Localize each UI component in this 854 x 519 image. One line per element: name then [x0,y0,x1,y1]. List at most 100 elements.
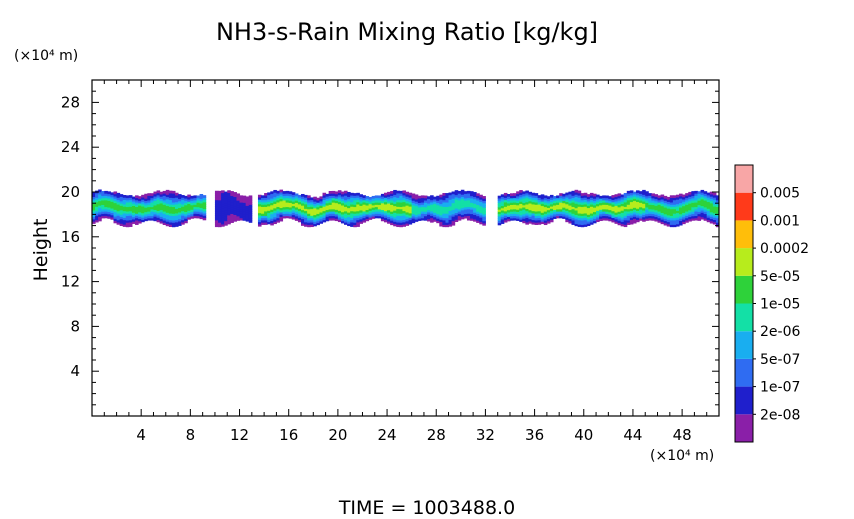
field-cell [608,216,612,220]
field-cell [549,206,554,209]
field-cell [639,215,643,219]
field-cell [691,215,695,219]
field-cell [442,219,446,223]
field-cell [408,212,413,216]
field-cell [359,216,363,220]
field-cell [153,200,158,204]
field-cell [174,208,179,212]
field-cell [264,204,268,207]
field-cell [224,216,228,219]
field-cell [602,217,606,221]
field-cell [291,194,296,198]
field-cell [227,214,231,218]
field-cell [356,221,360,225]
field-cell [178,196,182,200]
field-cell [310,201,314,205]
field-cell [445,206,450,210]
field-cell [457,208,462,212]
field-cell [571,190,576,194]
field-cell [340,200,345,204]
field-cell [368,214,373,218]
field-cell [589,199,594,203]
field-cell [261,199,265,203]
field-cell [165,203,170,207]
field-cell [128,206,133,210]
field-cell [165,212,170,216]
legend-color-swatch [735,192,753,221]
field-cell [513,215,517,219]
field-cell [568,214,572,217]
field-cell [325,216,330,220]
field-cell [165,196,170,200]
field-cell [433,205,437,209]
field-cell [248,217,253,221]
field-cell [273,214,277,218]
field-cell [135,206,139,210]
field-cell [344,201,348,205]
field-cell [307,202,311,205]
field-cell [685,206,689,210]
field-cell [141,199,145,203]
field-cell [602,195,606,199]
field-cell [371,200,376,204]
field-cell [162,195,167,199]
field-cell [602,197,606,201]
field-cell [709,211,714,215]
field-cell [350,206,354,209]
field-cell [632,209,637,213]
field-cell [559,206,563,210]
field-cell [233,214,237,218]
field-cell [583,212,588,216]
field-cell [230,213,234,217]
field-cell [592,204,597,208]
field-cell [156,212,161,216]
field-cell [611,217,615,221]
field-cell [497,218,502,221]
field-cell [291,192,296,195]
field-cell [454,196,459,200]
field-cell [402,190,406,194]
field-cell [430,201,434,205]
field-cell [559,193,563,196]
field-cell [519,210,523,213]
field-cell [227,210,231,214]
field-cell [427,196,431,200]
field-cell [562,207,566,210]
field-cell [473,209,477,213]
legend-color-swatch [735,275,753,304]
y-tick-label: 28 [61,93,80,111]
field-cell [531,217,536,221]
field-cell [181,210,185,214]
field-cell [171,199,176,203]
field-cell [414,201,419,204]
field-cell [608,198,612,202]
field-cell [107,193,111,197]
field-cell [700,216,705,220]
field-cell [460,205,465,209]
field-cell [288,215,293,219]
field-cell [565,214,569,218]
field-cell [122,217,127,221]
field-cell [119,212,124,215]
field-cell [227,194,231,198]
field-cell [325,218,330,222]
field-cell [479,205,483,209]
field-cell [193,199,197,203]
field-cell [565,192,569,196]
field-cell [402,221,406,225]
field-cell [516,202,520,206]
field-cell [171,193,176,196]
field-cell [682,212,686,216]
field-cell [168,213,173,216]
field-cell [347,196,351,200]
field-cell [586,214,591,218]
field-cell [92,207,96,211]
field-cell [574,189,579,193]
field-cell [107,198,111,201]
field-cell [122,197,127,200]
field-cell [150,213,154,217]
field-cell [513,213,517,217]
field-cell [503,213,508,216]
field-cell [639,211,643,215]
field-cell [439,203,443,207]
